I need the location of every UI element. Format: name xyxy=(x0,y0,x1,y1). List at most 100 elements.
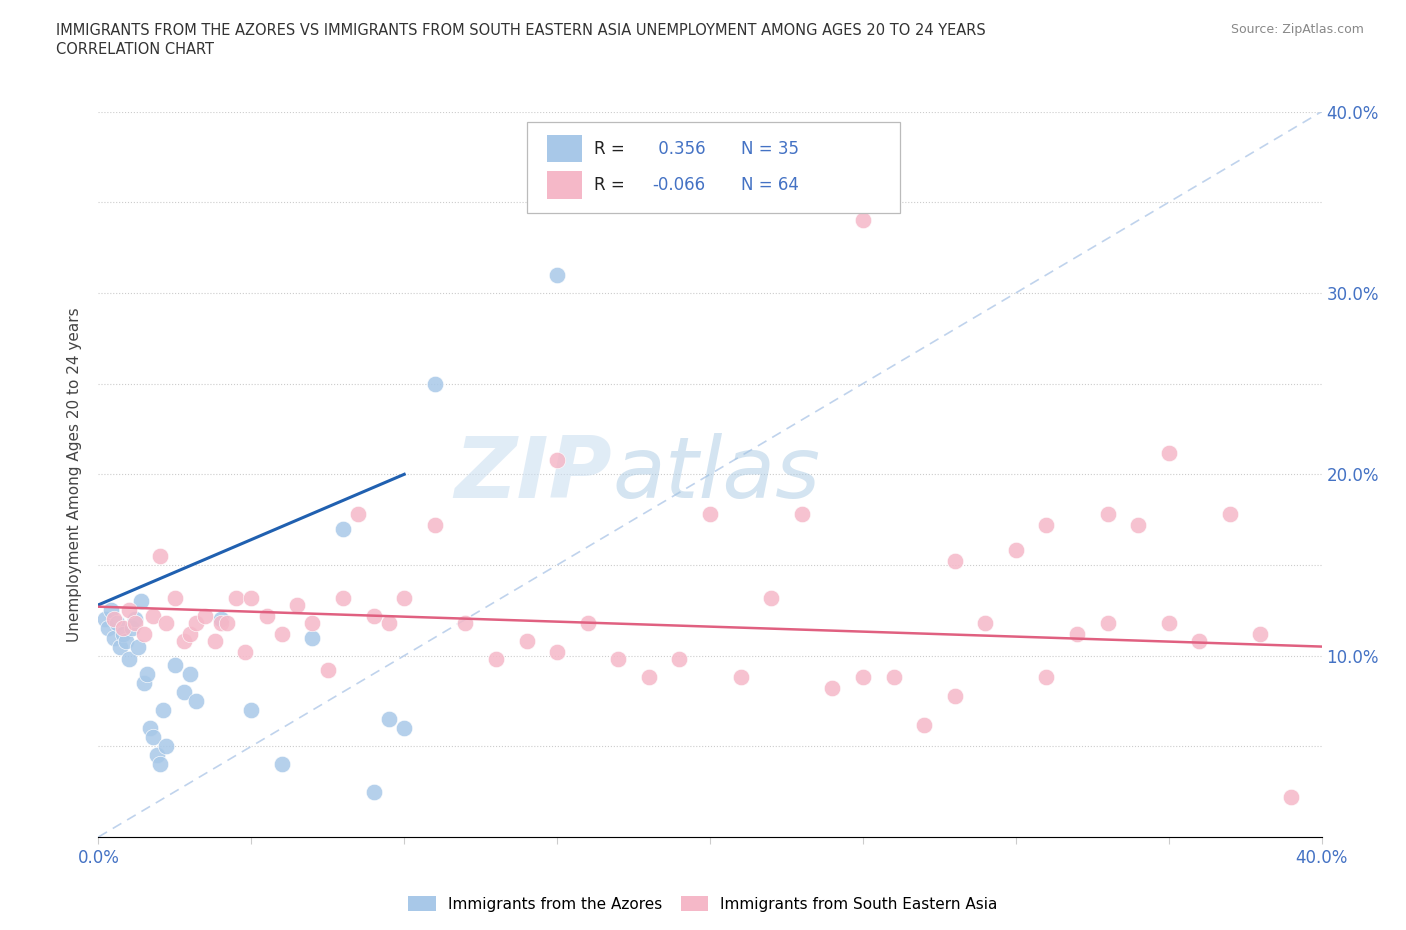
Legend: Immigrants from the Azores, Immigrants from South Eastern Asia: Immigrants from the Azores, Immigrants f… xyxy=(402,889,1004,918)
Point xyxy=(108,639,131,654)
Point xyxy=(699,507,721,522)
Point xyxy=(821,681,844,696)
Point xyxy=(1035,518,1057,533)
Point xyxy=(152,703,174,718)
Point xyxy=(163,658,186,672)
Point xyxy=(607,652,630,667)
Point xyxy=(730,670,752,684)
Point xyxy=(179,627,201,642)
Point xyxy=(332,521,354,536)
Point xyxy=(332,591,354,605)
Text: N = 35: N = 35 xyxy=(741,140,799,157)
Point xyxy=(347,507,370,522)
Point xyxy=(149,549,172,564)
Point xyxy=(852,213,875,228)
Point xyxy=(115,633,138,648)
Point xyxy=(121,621,143,636)
Point xyxy=(668,652,690,667)
Point xyxy=(912,717,935,732)
Text: IMMIGRANTS FROM THE AZORES VS IMMIGRANTS FROM SOUTH EASTERN ASIA UNEMPLOYMENT AM: IMMIGRANTS FROM THE AZORES VS IMMIGRANTS… xyxy=(56,23,986,38)
Point xyxy=(111,627,134,642)
Point xyxy=(363,784,385,799)
Point xyxy=(1128,518,1150,533)
Point xyxy=(546,268,568,283)
Text: R =: R = xyxy=(593,140,630,157)
Point xyxy=(145,748,167,763)
Point xyxy=(103,612,125,627)
Point xyxy=(240,703,263,718)
FancyBboxPatch shape xyxy=(526,123,900,213)
Point xyxy=(118,652,141,667)
Point xyxy=(1004,543,1026,558)
Point xyxy=(179,666,201,681)
Text: -0.066: -0.066 xyxy=(652,176,706,193)
Point xyxy=(454,616,477,631)
Point xyxy=(363,608,385,623)
Point xyxy=(225,591,247,605)
Text: R =: R = xyxy=(593,176,630,193)
Point xyxy=(1219,507,1241,522)
Point xyxy=(423,377,446,392)
Point xyxy=(139,721,162,736)
Point xyxy=(301,631,323,645)
Point xyxy=(943,554,966,569)
Point xyxy=(209,612,232,627)
Point xyxy=(163,591,186,605)
Text: ZIP: ZIP xyxy=(454,432,612,516)
Point xyxy=(204,633,226,648)
Point xyxy=(186,616,208,631)
Point xyxy=(100,603,122,618)
Point xyxy=(285,597,308,612)
Point xyxy=(240,591,263,605)
Point xyxy=(233,644,256,659)
Point xyxy=(118,603,141,618)
Point xyxy=(155,738,177,753)
Point xyxy=(852,670,875,684)
FancyBboxPatch shape xyxy=(547,135,582,163)
Point xyxy=(105,616,128,631)
Text: N = 64: N = 64 xyxy=(741,176,799,193)
Point xyxy=(759,591,782,605)
Point xyxy=(124,616,146,631)
Point xyxy=(186,694,208,709)
Point xyxy=(546,452,568,467)
Point xyxy=(1035,670,1057,684)
Point xyxy=(215,616,238,631)
Point xyxy=(134,627,156,642)
Point xyxy=(127,639,149,654)
Point xyxy=(576,616,599,631)
Point xyxy=(93,612,115,627)
Point xyxy=(1279,790,1302,804)
Y-axis label: Unemployment Among Ages 20 to 24 years: Unemployment Among Ages 20 to 24 years xyxy=(67,307,83,642)
Point xyxy=(423,518,446,533)
Text: atlas: atlas xyxy=(612,432,820,516)
Point xyxy=(142,730,165,745)
Point xyxy=(392,721,416,736)
Point xyxy=(301,616,323,631)
Text: Source: ZipAtlas.com: Source: ZipAtlas.com xyxy=(1230,23,1364,36)
Point xyxy=(516,633,538,648)
Point xyxy=(378,616,401,631)
Text: 0.356: 0.356 xyxy=(652,140,706,157)
Point xyxy=(974,616,997,631)
Point xyxy=(1157,616,1180,631)
Point xyxy=(790,507,813,522)
Point xyxy=(270,757,292,772)
Point xyxy=(1157,445,1180,460)
Point xyxy=(1097,507,1119,522)
Point xyxy=(134,675,156,690)
Point xyxy=(142,608,165,623)
Point xyxy=(546,644,568,659)
Point xyxy=(316,663,339,678)
Point xyxy=(485,652,508,667)
FancyBboxPatch shape xyxy=(547,171,582,199)
Point xyxy=(194,608,217,623)
Point xyxy=(136,666,159,681)
Point xyxy=(378,711,401,726)
Point xyxy=(103,631,125,645)
Point xyxy=(209,616,232,631)
Point xyxy=(943,688,966,703)
Point xyxy=(1097,616,1119,631)
Point xyxy=(637,670,661,684)
Point xyxy=(111,621,134,636)
